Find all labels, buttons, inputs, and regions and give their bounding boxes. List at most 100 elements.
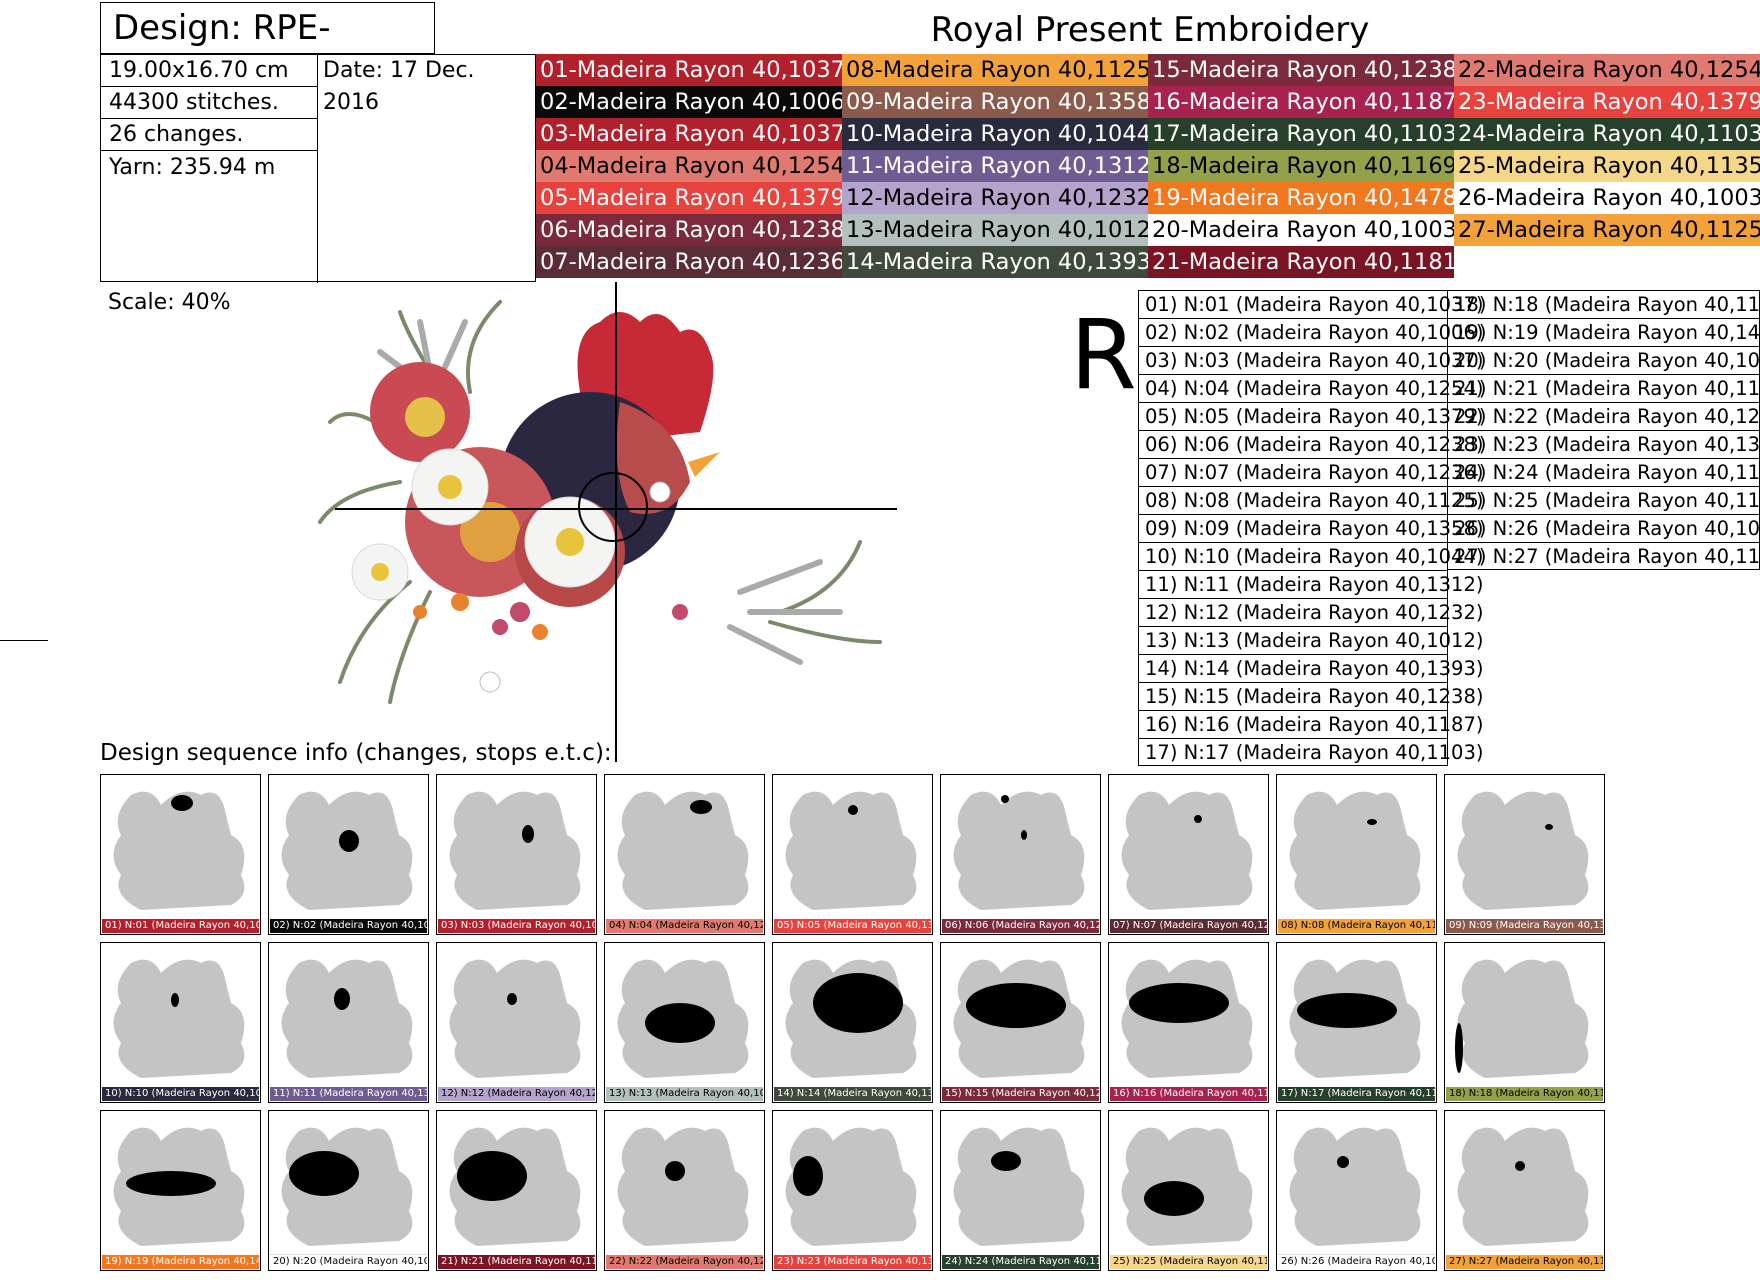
thread-legend: 01) N:01 (Madeira Rayon 40,1037) 02) N:02…: [1138, 290, 1760, 770]
tile-label: 02) N:02 (Madeira Rayon 40,100: [270, 919, 427, 933]
tile-label: 15) N:15 (Madeira Rayon 40,123: [942, 1087, 1099, 1101]
sequence-tile: 27) N:27 (Madeira Rayon 40,112: [1444, 1110, 1605, 1271]
legend-entry: 15) N:15 (Madeira Rayon 40,1238): [1138, 682, 1483, 710]
sequence-tile: 12) N:12 (Madeira Rayon 40,123: [436, 942, 597, 1103]
color-swatch: 07-Madeira Rayon 40,1236: [536, 246, 842, 278]
divider: [317, 55, 318, 283]
tile-silhouette-icon: [953, 791, 1085, 910]
sequence-tile: 08) N:08 (Madeira Rayon 40,112: [1276, 774, 1437, 935]
legend-entry: 18) N:18 (Madeira Rayon 40,1169): [1448, 290, 1760, 318]
sequence-tile: 19) N:19 (Madeira Rayon 40,147: [100, 1110, 261, 1271]
tile-silhouette-icon: [1455, 959, 1589, 1078]
tile-silhouette-icon: [1289, 791, 1421, 910]
color-swatch: 16-Madeira Rayon 40,1187: [1148, 86, 1454, 118]
color-swatch: 26-Madeira Rayon 40,1003: [1454, 182, 1760, 214]
tile-silhouette-icon: [113, 959, 245, 1078]
legend-entry: 20) N:20 (Madeira Rayon 40,1003): [1448, 346, 1760, 374]
tile-silhouette-icon: [1121, 1127, 1253, 1246]
tile-label: 27) N:27 (Madeira Rayon 40,112: [1446, 1255, 1603, 1269]
sequence-tile: 04) N:04 (Madeira Rayon 40,125: [604, 774, 765, 935]
tile-silhouette-icon: [281, 959, 413, 1078]
sequence-tile: 14) N:14 (Madeira Rayon 40,139: [772, 942, 933, 1103]
legend-entry: 01) N:01 (Madeira Rayon 40,1037): [1138, 290, 1483, 318]
legend-entry: 21) N:21 (Madeira Rayon 40,1181): [1448, 374, 1760, 402]
tile-silhouette-icon: [1289, 1127, 1421, 1246]
color-swatch: 24-Madeira Rayon 40,1103: [1454, 118, 1760, 150]
legend-entry: 11) N:11 (Madeira Rayon 40,1312): [1138, 570, 1483, 598]
tile-label: 13) N:13 (Madeira Rayon 40,101: [606, 1087, 763, 1101]
legend-entry: 14) N:14 (Madeira Rayon 40,1393): [1138, 654, 1483, 682]
tile-label: 25) N:25 (Madeira Rayon 40,113: [1110, 1255, 1267, 1269]
legend-entry: 09) N:09 (Madeira Rayon 40,1358): [1138, 514, 1483, 542]
tile-label: 26) N:26 (Madeira Rayon 40,100: [1278, 1254, 1435, 1269]
design-name: Design: RPE-578_20: [100, 2, 435, 98]
color-swatch: 05-Madeira Rayon 40,1379: [536, 182, 842, 214]
legend-entry: 24) N:24 (Madeira Rayon 40,1103): [1448, 458, 1760, 486]
color-swatch: 10-Madeira Rayon 40,1044: [842, 118, 1148, 150]
tile-label: 04) N:04 (Madeira Rayon 40,125: [606, 919, 763, 933]
tile-silhouette-icon: [953, 959, 1085, 1078]
color-swatch: 15-Madeira Rayon 40,1238: [1148, 54, 1454, 86]
legend-entry: 04) N:04 (Madeira Rayon 40,1254): [1138, 374, 1483, 402]
tile-label: 16) N:16 (Madeira Rayon 40,118: [1110, 1087, 1267, 1101]
legend-entry: 06) N:06 (Madeira Rayon 40,1238): [1138, 430, 1483, 458]
color-swatch: 18-Madeira Rayon 40,1169: [1148, 150, 1454, 182]
tile-silhouette-icon: [1121, 959, 1253, 1078]
sequence-tile: 10) N:10 (Madeira Rayon 40,104: [100, 942, 261, 1103]
change-count: 26 changes.: [101, 119, 317, 151]
tile-label: 20) N:20 (Madeira Rayon 40,100: [270, 1254, 427, 1269]
yarn-length: Yarn: 235.94 m: [109, 155, 276, 180]
legend-entry: 08) N:08 (Madeira Rayon 40,1125): [1138, 486, 1483, 514]
sequence-tile: 21) N:21 (Madeira Rayon 40,118: [436, 1110, 597, 1271]
tile-silhouette-icon: [617, 1127, 749, 1246]
legend-entry: 10) N:10 (Madeira Rayon 40,1044): [1138, 542, 1483, 570]
tile-silhouette-icon: [1457, 791, 1589, 910]
color-swatch: 03-Madeira Rayon 40,1037: [536, 118, 842, 150]
sequence-tile: 11) N:11 (Madeira Rayon 40,131: [268, 942, 429, 1103]
color-swatch: 25-Madeira Rayon 40,1135: [1454, 150, 1760, 182]
tile-label: 19) N:19 (Madeira Rayon 40,147: [102, 1255, 259, 1269]
color-swatch: 19-Madeira Rayon 40,1478: [1148, 182, 1454, 214]
tile-label: 01) N:01 (Madeira Rayon 40,103: [102, 919, 259, 933]
sequence-tile: 03) N:03 (Madeira Rayon 40,103: [436, 774, 597, 935]
color-swatch: 23-Madeira Rayon 40,1379: [1454, 86, 1760, 118]
legend-entry: 25) N:25 (Madeira Rayon 40,1135): [1448, 486, 1760, 514]
legend-entry: 13) N:13 (Madeira Rayon 40,1012): [1138, 626, 1483, 654]
color-swatch: 20-Madeira Rayon 40,1003: [1148, 214, 1454, 246]
color-swatch: 06-Madeira Rayon 40,1238: [536, 214, 842, 246]
tile-silhouette-icon: [449, 791, 581, 910]
legend-entry: 12) N:12 (Madeira Rayon 40,1232): [1138, 598, 1483, 626]
tile-silhouette-icon: [1457, 1127, 1589, 1246]
tile-label: 07) N:07 (Madeira Rayon 40,123: [1110, 919, 1267, 933]
orientation-mark: R: [1070, 299, 1137, 411]
design-size: 19.00x16.70 cm: [101, 55, 317, 87]
sequence-tile: 01) N:01 (Madeira Rayon 40,103: [100, 774, 261, 935]
tile-label: 06) N:06 (Madeira Rayon 40,123: [942, 919, 1099, 933]
margin-tick: [0, 640, 48, 641]
color-swatch: 08-Madeira Rayon 40,1125: [842, 54, 1148, 86]
sequence-tile: 20) N:20 (Madeira Rayon 40,100: [268, 1110, 429, 1271]
legend-entry: 02) N:02 (Madeira Rayon 40,1006): [1138, 318, 1483, 346]
tile-label: 22) N:22 (Madeira Rayon 40,125: [606, 1255, 763, 1269]
stitch-count: 44300 stitches.: [101, 87, 317, 119]
legend-entry: 23) N:23 (Madeira Rayon 40,1379): [1448, 430, 1760, 458]
color-swatch: 09-Madeira Rayon 40,1358: [842, 86, 1148, 118]
legend-entry: 07) N:07 (Madeira Rayon 40,1236): [1138, 458, 1483, 486]
tile-label: 10) N:10 (Madeira Rayon 40,104: [102, 1087, 259, 1101]
sequence-tile: 25) N:25 (Madeira Rayon 40,113: [1108, 1110, 1269, 1271]
sequence-tile: 22) N:22 (Madeira Rayon 40,125: [604, 1110, 765, 1271]
color-swatch: 14-Madeira Rayon 40,1393: [842, 246, 1148, 278]
tile-silhouette-icon: [785, 1127, 917, 1246]
sequence-tile: 24) N:24 (Madeira Rayon 40,110: [940, 1110, 1101, 1271]
tile-label: 18) N:18 (Madeira Rayon 40,116: [1446, 1087, 1603, 1101]
sequence-title: Design sequence info (changes, stops e.t…: [100, 740, 612, 766]
design-info-panel: 19.00x16.70 cm 44300 stitches. 26 change…: [100, 54, 536, 283]
sequence-tile: 16) N:16 (Madeira Rayon 40,118: [1108, 942, 1269, 1103]
sequence-tile: 13) N:13 (Madeira Rayon 40,101: [604, 942, 765, 1103]
tile-label: 17) N:17 (Madeira Rayon 40,110: [1278, 1087, 1435, 1101]
color-swatch: 11-Madeira Rayon 40,1312: [842, 150, 1148, 182]
legend-entry: 19) N:19 (Madeira Rayon 40,1478): [1448, 318, 1760, 346]
sequence-tile: 15) N:15 (Madeira Rayon 40,123: [940, 942, 1101, 1103]
color-swatch: 22-Madeira Rayon 40,1254: [1454, 54, 1760, 86]
tile-label: 11) N:11 (Madeira Rayon 40,131: [270, 1087, 427, 1101]
